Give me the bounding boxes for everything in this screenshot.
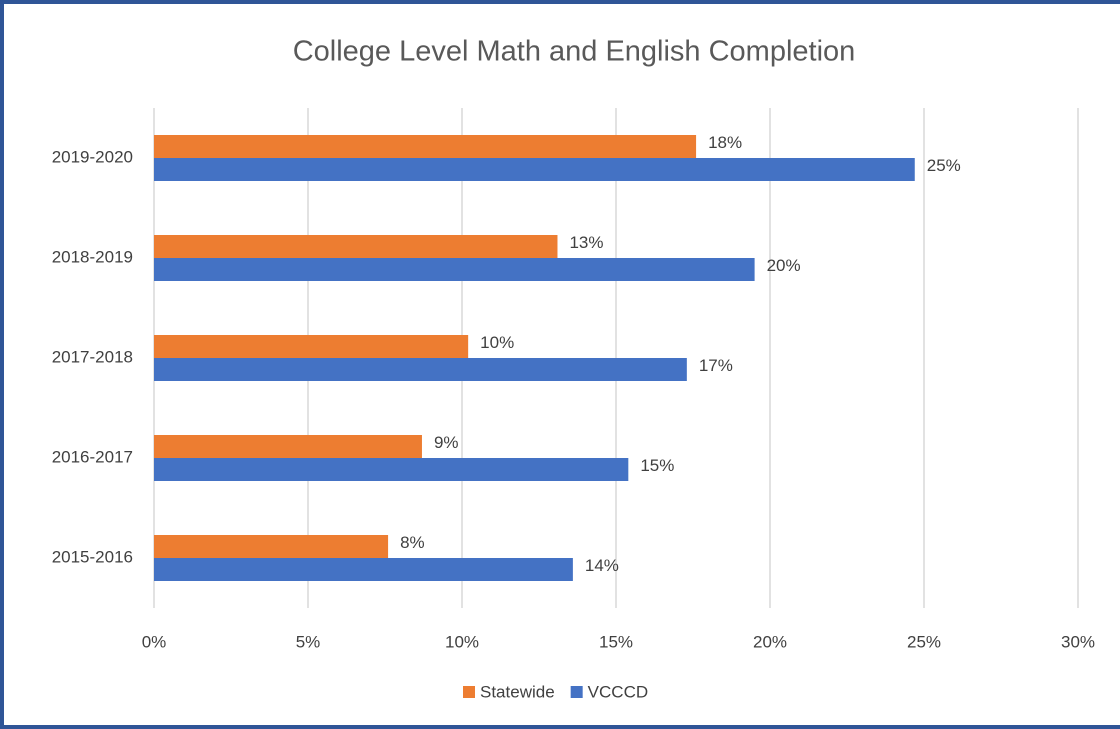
data-label: 18%	[708, 133, 742, 152]
x-tick-label: 20%	[753, 632, 787, 651]
x-tick-label: 0%	[142, 632, 167, 651]
x-tick-label: 30%	[1061, 632, 1095, 651]
bar	[154, 135, 697, 158]
y-tick-label: 2015-2016	[52, 547, 133, 566]
legend-swatch	[463, 686, 475, 698]
chart-title: College Level Math and English Completio…	[293, 36, 856, 68]
y-tick-label: 2016-2017	[52, 447, 133, 466]
bar	[154, 535, 389, 558]
data-label: 9%	[434, 433, 459, 452]
x-tick-label: 15%	[599, 632, 633, 651]
data-label: 14%	[585, 556, 619, 575]
x-tick-label: 25%	[907, 632, 941, 651]
bar	[154, 335, 469, 358]
bar	[154, 258, 755, 281]
x-tick-label: 5%	[296, 632, 321, 651]
y-tick-label: 2018-2019	[52, 247, 133, 266]
data-label: 17%	[699, 356, 733, 375]
legend-label: VCCCD	[588, 682, 648, 701]
data-label: 25%	[927, 156, 961, 175]
bar	[154, 458, 629, 481]
y-tick-label: 2019-2020	[52, 147, 133, 166]
bar	[154, 558, 573, 581]
data-label: 13%	[569, 233, 603, 252]
data-label: 15%	[640, 456, 674, 475]
data-label: 10%	[480, 333, 514, 352]
legend-label: Statewide	[480, 682, 555, 701]
data-label: 20%	[767, 256, 801, 275]
legend-swatch	[570, 686, 583, 698]
x-tick-label: 10%	[445, 632, 479, 651]
data-label: 8%	[400, 533, 425, 552]
bar	[154, 358, 687, 381]
bar	[154, 158, 915, 181]
y-tick-label: 2017-2018	[52, 347, 133, 366]
bar	[154, 435, 422, 458]
bar	[154, 235, 558, 258]
